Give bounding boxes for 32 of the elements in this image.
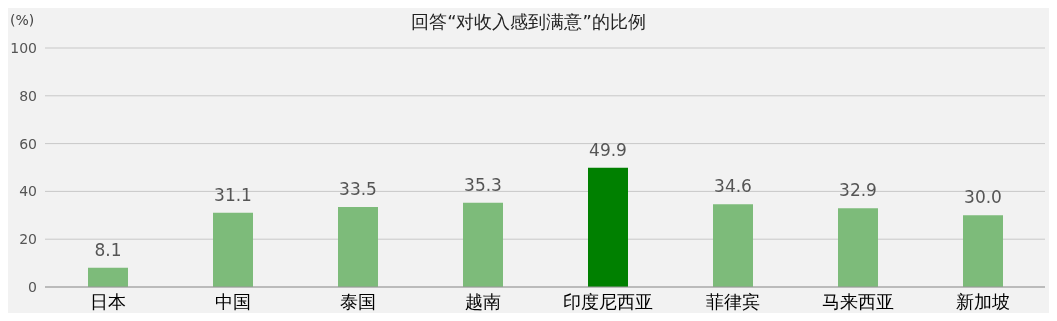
x-tick-label: 菲律宾: [705, 290, 760, 312]
bar: [838, 208, 878, 287]
bar: [588, 167, 628, 287]
data-label: 33.5: [339, 178, 377, 199]
data-label: 30.0: [964, 187, 1002, 208]
y-tick-label: 40: [19, 183, 37, 200]
bar: [963, 215, 1003, 287]
y-tick-label: 20: [19, 231, 37, 248]
data-label: 8.1: [94, 239, 122, 260]
chart-title: 回答“对收入感到满意”的比例: [411, 11, 646, 32]
bar: [213, 212, 253, 287]
bar: [338, 206, 378, 287]
y-tick-label: 60: [19, 135, 37, 152]
x-tick-label: 泰国: [339, 290, 376, 312]
x-tick-label: 中国: [214, 290, 251, 312]
data-label: 32.9: [839, 180, 877, 201]
bar: [463, 202, 503, 287]
data-label: 35.3: [464, 174, 502, 195]
x-tick-label: 马来西亚: [821, 290, 894, 312]
y-tick-label: 80: [19, 87, 37, 104]
data-label: 31.1: [214, 184, 252, 205]
x-tick-label: 新加坡: [955, 290, 1010, 312]
y-tick-label: 0: [28, 278, 37, 295]
bar: [88, 267, 128, 287]
bar: [713, 204, 753, 287]
y-tick-label: 100: [10, 39, 37, 56]
data-label: 34.6: [714, 176, 752, 197]
x-tick-label: 越南: [464, 290, 501, 312]
data-label: 49.9: [589, 139, 627, 160]
x-tick-label: 印度尼西亚: [562, 290, 653, 312]
y-axis-title: (%): [10, 12, 35, 28]
x-tick-label: 日本: [89, 290, 126, 312]
